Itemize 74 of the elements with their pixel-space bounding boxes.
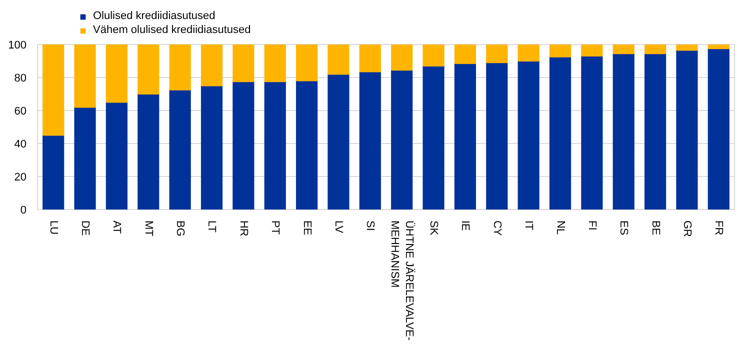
bar [549, 44, 572, 58]
bar [676, 44, 698, 51]
x-tick-label: LT [206, 220, 218, 233]
y-tick-label: 100 [8, 40, 27, 52]
bar [138, 94, 160, 210]
bar [644, 53, 666, 210]
bar [454, 62, 476, 210]
x-tick-label: LU [47, 220, 60, 235]
bar [296, 44, 318, 82]
y-tick-label: 40 [14, 138, 27, 150]
x-tick-label: FR [712, 220, 725, 236]
x-tick-label: ÜHTNE JÄRELEVALVE-MEHHANISM [388, 220, 416, 341]
bar [169, 89, 191, 210]
x-tick-label: BG [174, 220, 186, 236]
bar [518, 44, 540, 62]
x-tick-label: ES [618, 220, 630, 236]
bar [200, 44, 223, 86]
legend-label: Vähem olulised krediidiasutused [93, 24, 251, 36]
bar [106, 44, 128, 103]
bar [296, 80, 318, 210]
bar [612, 53, 634, 210]
bar [232, 81, 254, 210]
y-tick-label: 60 [14, 106, 27, 118]
bar [644, 44, 666, 54]
bar [518, 60, 540, 210]
bar [708, 44, 730, 50]
y-tick-label: 0 [20, 204, 27, 216]
x-tick-label: GR [680, 220, 693, 238]
x-tick-label: IT [522, 220, 535, 231]
bar [486, 44, 508, 64]
bar [328, 74, 350, 210]
bar [391, 44, 413, 71]
bar [581, 56, 603, 210]
y-tick-label: 80 [14, 72, 27, 84]
bar [169, 44, 191, 90]
bar [264, 81, 286, 210]
x-tick-label: LV [332, 220, 344, 234]
bar [264, 44, 286, 82]
bar [328, 44, 350, 75]
bar [391, 70, 413, 210]
bar [232, 44, 254, 82]
bar [359, 71, 381, 210]
x-tick-label: NL [554, 220, 566, 235]
x-tick-label: DE [79, 220, 92, 236]
legend-label: Olulised krediidiasutused [93, 10, 216, 22]
x-tick-label: AT [110, 220, 123, 234]
y-tick-label: 20 [14, 172, 27, 184]
x-tick-label: EE [300, 220, 313, 236]
x-tick-label: CY [490, 220, 503, 236]
bar [612, 44, 634, 54]
bar [486, 62, 508, 210]
bar [74, 106, 96, 210]
bar [74, 44, 96, 108]
x-tick-label: IE [459, 220, 472, 231]
bar [106, 102, 128, 210]
x-tick-label: PT [269, 220, 282, 235]
x-tick-label: FI [586, 220, 598, 230]
bar [42, 134, 64, 210]
bar [581, 44, 603, 57]
bar [422, 65, 444, 210]
bar [676, 50, 698, 210]
bar [359, 44, 381, 72]
x-tick-label: SI [364, 220, 376, 231]
bar [549, 56, 572, 210]
bar [708, 48, 730, 210]
bar [454, 44, 476, 64]
bar [422, 44, 444, 66]
x-tick-label: BE [649, 220, 662, 236]
bar [138, 44, 160, 94]
x-tick-label: HR [237, 220, 250, 236]
x-tick-label: SK [428, 220, 440, 236]
bar [42, 44, 64, 136]
x-tick-label: MT [142, 220, 154, 237]
bar [200, 85, 223, 210]
